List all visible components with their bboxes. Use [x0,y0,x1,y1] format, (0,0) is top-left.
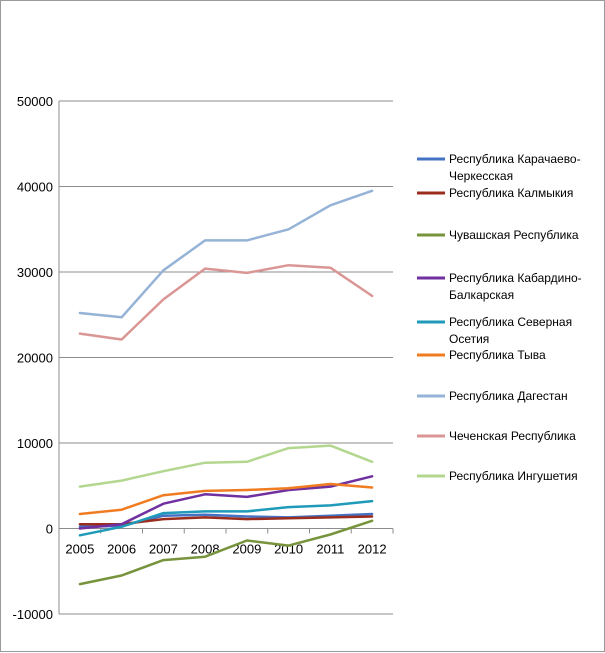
x-tick-label: 2009 [232,542,261,557]
legend-label: Республика Тыва [449,348,546,362]
legend-item: Республика Кабардино- Балкарская [417,271,582,302]
x-tick-label: 2007 [149,542,178,557]
legend-label: Республика Калмыкия [449,186,573,200]
legend-item: Республика Калмыкия [417,186,573,200]
legend-item: Республика Дагестан [417,389,568,403]
legend-label: Республика Северная [449,315,572,329]
legend-label: Республика Дагестан [449,389,568,403]
series-line-2 [78,519,374,586]
legend-label: Осетия [449,332,489,346]
x-tick-label: 2012 [358,542,387,557]
y-tick-label: 10000 [17,436,53,451]
legend-label: Чеченская Республика [449,429,576,443]
legend: Республика Карачаево-ЧеркесскаяРеспублик… [417,152,582,483]
x-tick-label: 2008 [191,542,220,557]
y-tick-label: 30000 [17,265,53,280]
legend-item: Чеченская Республика [417,429,576,443]
legend-item: Республика Тыва [417,348,546,362]
legend-label: Республика Кабардино- [449,271,582,285]
series-line-4 [78,499,374,537]
legend-item: Республика Карачаево- Черкесская [417,152,581,183]
y-axis-tick-labels: 50000 40000 30000 20000 10000 0 -10000 [13,94,53,622]
series-line-6 [78,189,374,319]
y-tick-label: 0 [46,522,53,537]
y-tick-label: 50000 [17,94,53,109]
legend-item: Республика Северная Осетия [417,315,572,346]
legend-label: Республика Ингушетия [449,469,578,483]
legend-label: Черкесская [449,169,513,183]
legend-label: Республика Карачаево- [449,152,581,166]
legend-label: Балкарская [449,288,514,302]
series-line-8 [78,444,374,488]
gridlines [59,100,393,615]
series-line-5 [78,482,374,516]
series-line-7 [78,263,374,341]
x-tick-label: 2005 [65,542,94,557]
legend-item: Республика Ингушетия [417,469,578,483]
series-lines [78,189,374,586]
legend-item: Чувашская Республика [417,228,579,242]
x-tick-label: 2011 [316,542,344,557]
series-line-3 [78,475,374,530]
y-tick-label: -10000 [13,607,53,622]
y-tick-label: 20000 [17,351,53,366]
legend-label: Чувашская Республика [449,228,579,242]
y-tick-label: 40000 [17,180,53,195]
x-tick-label: 2006 [107,542,136,557]
